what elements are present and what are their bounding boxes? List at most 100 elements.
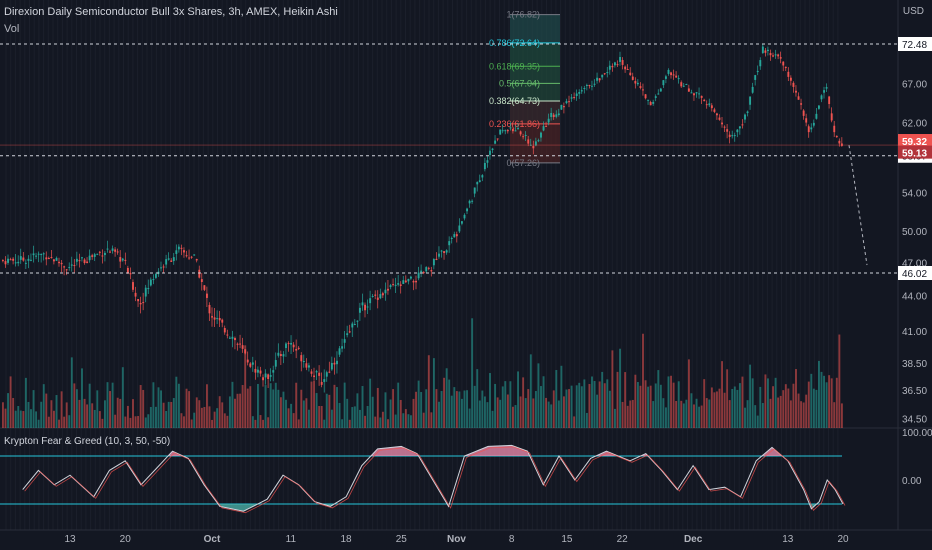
- candle-body[interactable]: [662, 80, 665, 86]
- candle-body[interactable]: [713, 109, 716, 112]
- candle-body[interactable]: [777, 54, 780, 57]
- candle-body[interactable]: [483, 162, 486, 170]
- candle-body[interactable]: [797, 96, 800, 100]
- candle-body[interactable]: [598, 78, 601, 81]
- candle-body[interactable]: [35, 255, 38, 257]
- candle-body[interactable]: [93, 254, 96, 257]
- candle-body[interactable]: [825, 87, 828, 89]
- candle-body[interactable]: [346, 333, 349, 336]
- candle-body[interactable]: [509, 127, 512, 129]
- price-axis-marker[interactable]: [898, 37, 932, 51]
- candle-body[interactable]: [330, 362, 333, 370]
- fibonacci-retracement[interactable]: 1(76.82) 0.786(72.64) 0.618(69.35) 0.5(67.0…: [489, 10, 560, 168]
- candle-body[interactable]: [139, 302, 142, 305]
- candle-body[interactable]: [257, 369, 259, 373]
- candle-body[interactable]: [300, 355, 303, 362]
- candle-body[interactable]: [351, 323, 354, 328]
- candle-body[interactable]: [445, 250, 448, 253]
- candle-body[interactable]: [499, 129, 502, 135]
- candle-body[interactable]: [387, 288, 389, 291]
- candle-body[interactable]: [478, 180, 481, 183]
- candle-body[interactable]: [7, 258, 9, 263]
- candle-body[interactable]: [262, 377, 264, 381]
- candle-body[interactable]: [573, 97, 576, 99]
- candle-body[interactable]: [802, 110, 805, 116]
- candle-body[interactable]: [106, 248, 109, 250]
- candle-body[interactable]: [318, 372, 321, 376]
- candle-body[interactable]: [269, 375, 272, 377]
- candle-body[interactable]: [208, 304, 211, 314]
- candle-body[interactable]: [647, 99, 650, 101]
- candle-body[interactable]: [126, 267, 129, 274]
- candle-body[interactable]: [524, 134, 527, 136]
- candle-body[interactable]: [784, 66, 787, 69]
- candle-body[interactable]: [264, 373, 267, 378]
- candle-body[interactable]: [336, 360, 338, 365]
- candle-body[interactable]: [517, 127, 519, 129]
- candle-body[interactable]: [522, 136, 525, 138]
- candle-body[interactable]: [392, 284, 395, 286]
- candle-body[interactable]: [356, 320, 359, 322]
- candle-body[interactable]: [527, 139, 530, 144]
- candle-body[interactable]: [542, 126, 545, 131]
- candle-body[interactable]: [693, 93, 695, 96]
- horizontal-lines[interactable]: [0, 43, 898, 274]
- candle-body[interactable]: [680, 82, 683, 87]
- candle-body[interactable]: [190, 256, 193, 258]
- candle-body[interactable]: [463, 214, 466, 219]
- candle-body[interactable]: [19, 256, 22, 260]
- candle-body[interactable]: [807, 126, 810, 133]
- candle-body[interactable]: [366, 306, 369, 308]
- candle-body[interactable]: [718, 117, 721, 120]
- candle-body[interactable]: [244, 349, 247, 354]
- candle-body[interactable]: [231, 336, 234, 339]
- candle-body[interactable]: [40, 253, 43, 255]
- candle-body[interactable]: [639, 86, 642, 88]
- candle-body[interactable]: [675, 75, 678, 78]
- candle-body[interactable]: [183, 250, 185, 253]
- candle-body[interactable]: [226, 334, 229, 336]
- candle-body[interactable]: [800, 103, 803, 105]
- candle-body[interactable]: [218, 317, 221, 321]
- candle-body[interactable]: [565, 101, 568, 104]
- candle-body[interactable]: [239, 343, 242, 345]
- candle-body[interactable]: [723, 126, 726, 128]
- candle-body[interactable]: [430, 270, 433, 272]
- candle-body[interactable]: [75, 258, 78, 262]
- candle-body[interactable]: [121, 258, 124, 261]
- candle-body[interactable]: [381, 293, 384, 296]
- candle-body[interactable]: [399, 284, 402, 287]
- candle-body[interactable]: [104, 252, 106, 256]
- candle-body[interactable]: [703, 99, 706, 102]
- candle-body[interactable]: [458, 225, 461, 232]
- candle-body[interactable]: [614, 62, 616, 66]
- candle-body[interactable]: [384, 289, 387, 294]
- candle-body[interactable]: [302, 361, 305, 363]
- candle-body[interactable]: [588, 85, 591, 87]
- candle-body[interactable]: [537, 140, 540, 142]
- candle-body[interactable]: [601, 74, 604, 78]
- candle-body[interactable]: [450, 238, 453, 240]
- candle-body[interactable]: [672, 74, 675, 76]
- candle-body[interactable]: [560, 104, 563, 110]
- price-axis-marker[interactable]: [898, 266, 932, 280]
- candle-body[interactable]: [198, 269, 201, 278]
- candle-body[interactable]: [461, 221, 463, 224]
- candle-body[interactable]: [427, 267, 430, 269]
- candle-body[interactable]: [27, 258, 30, 261]
- candle-body[interactable]: [111, 248, 114, 251]
- candle-body[interactable]: [659, 88, 662, 92]
- candle-body[interactable]: [292, 344, 295, 348]
- candle-body[interactable]: [687, 88, 690, 92]
- candle-body[interactable]: [236, 343, 239, 345]
- candle-body[interactable]: [213, 317, 216, 320]
- candle-body[interactable]: [160, 267, 162, 269]
- candle-body[interactable]: [795, 90, 797, 93]
- candle-body[interactable]: [193, 254, 196, 256]
- heikin-ashi-candles[interactable]: [2, 43, 843, 393]
- candle-body[interactable]: [254, 368, 257, 373]
- candle-body[interactable]: [440, 250, 443, 252]
- candle-body[interactable]: [246, 359, 249, 363]
- candle-body[interactable]: [580, 90, 583, 92]
- candle-body[interactable]: [690, 92, 693, 94]
